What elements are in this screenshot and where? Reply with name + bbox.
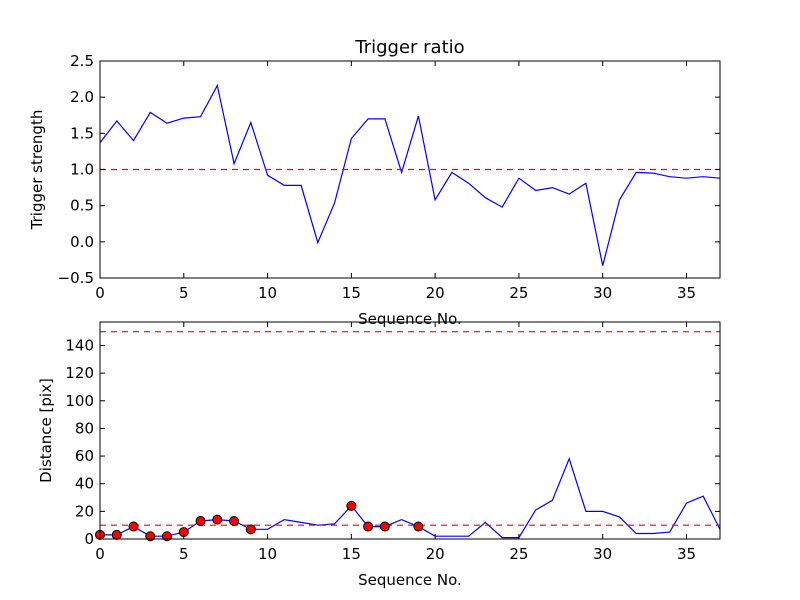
distance-ytick-label: 0 [84,530,94,548]
distance-ytick-label: 100 [65,392,94,410]
trigger-xtick-label: 20 [426,284,445,302]
trigger-ytick-label: 0.0 [70,233,94,251]
distance-point-marker [379,521,390,532]
distance-xtick-label: 25 [509,545,528,563]
distance-yaxis-label: Distance [pix] [37,378,55,483]
distance-xtick-label: 15 [342,545,361,563]
distance-point-marker [245,524,256,535]
distance-ytick-label: 40 [75,475,94,493]
distance-point-marker [111,529,122,540]
trigger-xtick-label: 30 [593,284,612,302]
distance-point-marker [229,516,240,527]
distance-ytick-label: 140 [65,336,94,354]
distance-xtick-label: 5 [179,545,189,563]
trigger-series-line [100,83,720,266]
trigger-xtick-label: 0 [95,284,105,302]
trigger-ytick-label: −0.5 [58,269,94,287]
trigger-xtick-label: 35 [677,284,696,302]
distance-point-marker [195,516,206,527]
distance-xtick-label: 0 [95,545,105,563]
distance-xtick-label: 35 [677,545,696,563]
distance-xaxis-label: Sequence No. [358,571,462,589]
distance-axes-frame [99,321,721,540]
trigger-ratio-panel: 0 5 10 15 20 25 30 35 −0.5 0.0 0.5 1.0 1.5 2.0 2.5 Sequ… [28,37,721,328]
trigger-xtick-label: 10 [258,284,277,302]
distance-point-marker [363,521,374,532]
distance-point-marker [212,514,223,525]
distance-xtick-label: 20 [426,545,445,563]
distance-point-marker [162,531,173,542]
trigger-xtick-label: 25 [509,284,528,302]
distance-ytick-label: 60 [75,447,94,465]
trigger-xtick-label: 15 [342,284,361,302]
trigger-ytick-label: 1.5 [70,124,94,142]
trigger-yaxis-label: Trigger strength [28,110,46,231]
distance-point-marker [413,521,424,532]
distance-point-marker [128,521,139,532]
distance-panel: 0 5 10 15 20 25 30 35 0 20 40 60 80 100 120 140 Sequence… [37,321,721,589]
trigger-ytick-label: 2.0 [70,88,94,106]
trigger-ytick-label: 0.5 [70,197,94,215]
distance-xtick-label: 10 [258,545,277,563]
distance-ytick-label: 80 [75,419,94,437]
trigger-ytick-label: 2.5 [70,52,94,70]
trigger-xaxis-label: Sequence No. [358,310,462,328]
distance-ytick-label: 120 [65,364,94,382]
trigger-chart-title: Trigger ratio [354,37,464,58]
distance-series-line [100,457,720,539]
distance-xtick-label: 30 [593,545,612,563]
trigger-ytick-label: 1.0 [70,161,94,179]
distance-ytick-label: 20 [75,502,94,520]
distance-point-marker [145,531,156,542]
distance-point-marker [346,500,357,511]
trigger-xtick-label: 5 [179,284,189,302]
